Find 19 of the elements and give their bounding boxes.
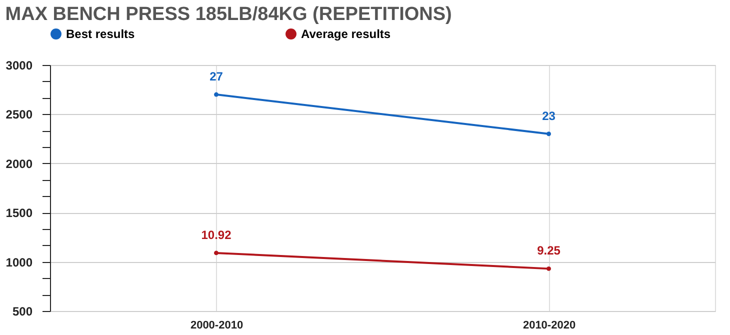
legend-label: Average results — [301, 27, 391, 41]
annotation: 23 — [542, 108, 556, 123]
legend-label: Best results — [66, 27, 136, 41]
x-tick-label: 2000-2010 — [190, 320, 244, 332]
y-tick-label: 1500 — [6, 206, 33, 220]
annotation: 27 — [210, 70, 224, 84]
chart-title: MAX BENCH PRESS 185LB/84KG (REPETITIONS) — [5, 4, 452, 25]
point — [214, 250, 218, 256]
point — [546, 266, 551, 271]
annotation: 10.92 — [201, 228, 232, 242]
point — [214, 92, 218, 97]
annotation: 9.25 — [537, 244, 561, 258]
x-tick-label: 2010-2020 — [522, 320, 576, 332]
y-tick-label: 500 — [12, 304, 33, 318]
y-tick-label: 1000 — [6, 255, 33, 270]
y-tick-label: 3000 — [6, 58, 33, 72]
y-tick-label: 2000 — [6, 156, 33, 171]
y-tick-label: 2500 — [6, 108, 33, 122]
point — [546, 132, 551, 136]
